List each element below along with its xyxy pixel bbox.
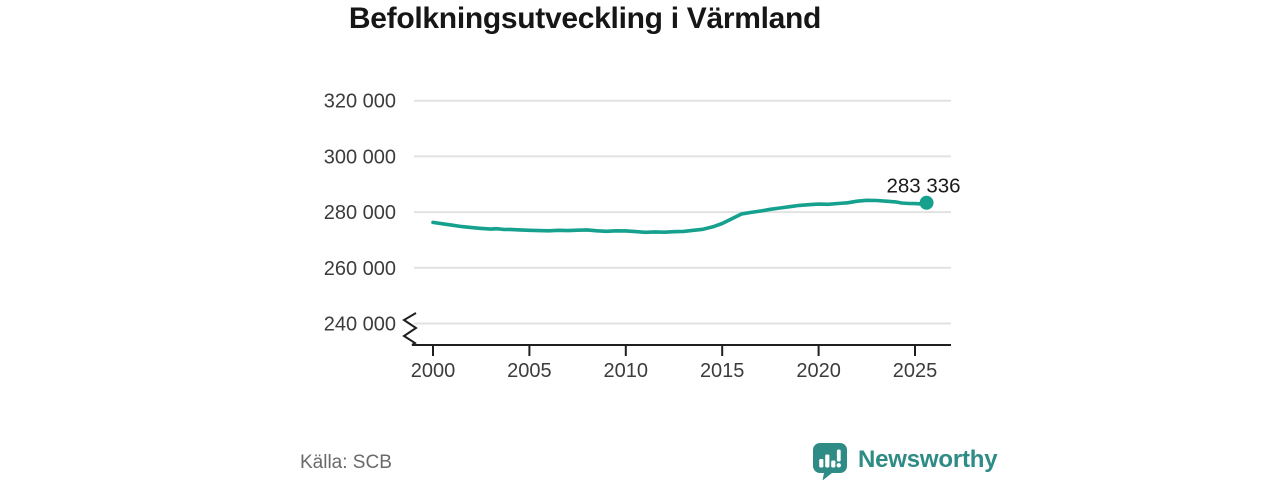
population-line [431,198,929,235]
source-note: Källa: SCB [300,452,392,473]
y-tick-label: 320 000 [324,91,396,113]
last-point-dot [919,195,934,210]
x-tick-label: 2000 [411,360,456,382]
chart-title: Befolkningsutveckling i Värmland [348,2,822,35]
newsworthy-wordmark: Newsworthy [858,446,998,473]
newsworthy-logo: Newsworthy [810,440,998,480]
x-tick-label: 2015 [700,360,745,382]
y-tick-label: 300 000 [324,146,396,168]
axis-break-zigzag [402,312,418,346]
speech-bubble-shape [813,443,847,480]
bar-chart-glyph [819,449,841,468]
y-tick-label: 280 000 [324,202,396,224]
y-tick-label: 260 000 [324,258,396,280]
x-tick-label: 2010 [604,360,649,382]
newsworthy-logo-icon [813,443,847,480]
x-tick-label: 2025 [893,360,938,382]
last-point-label: 283 336 [886,174,960,197]
x-tick-label: 2005 [507,360,552,382]
x-tick-label: 2020 [796,360,841,382]
y-tick-label: 240 000 [324,314,396,336]
